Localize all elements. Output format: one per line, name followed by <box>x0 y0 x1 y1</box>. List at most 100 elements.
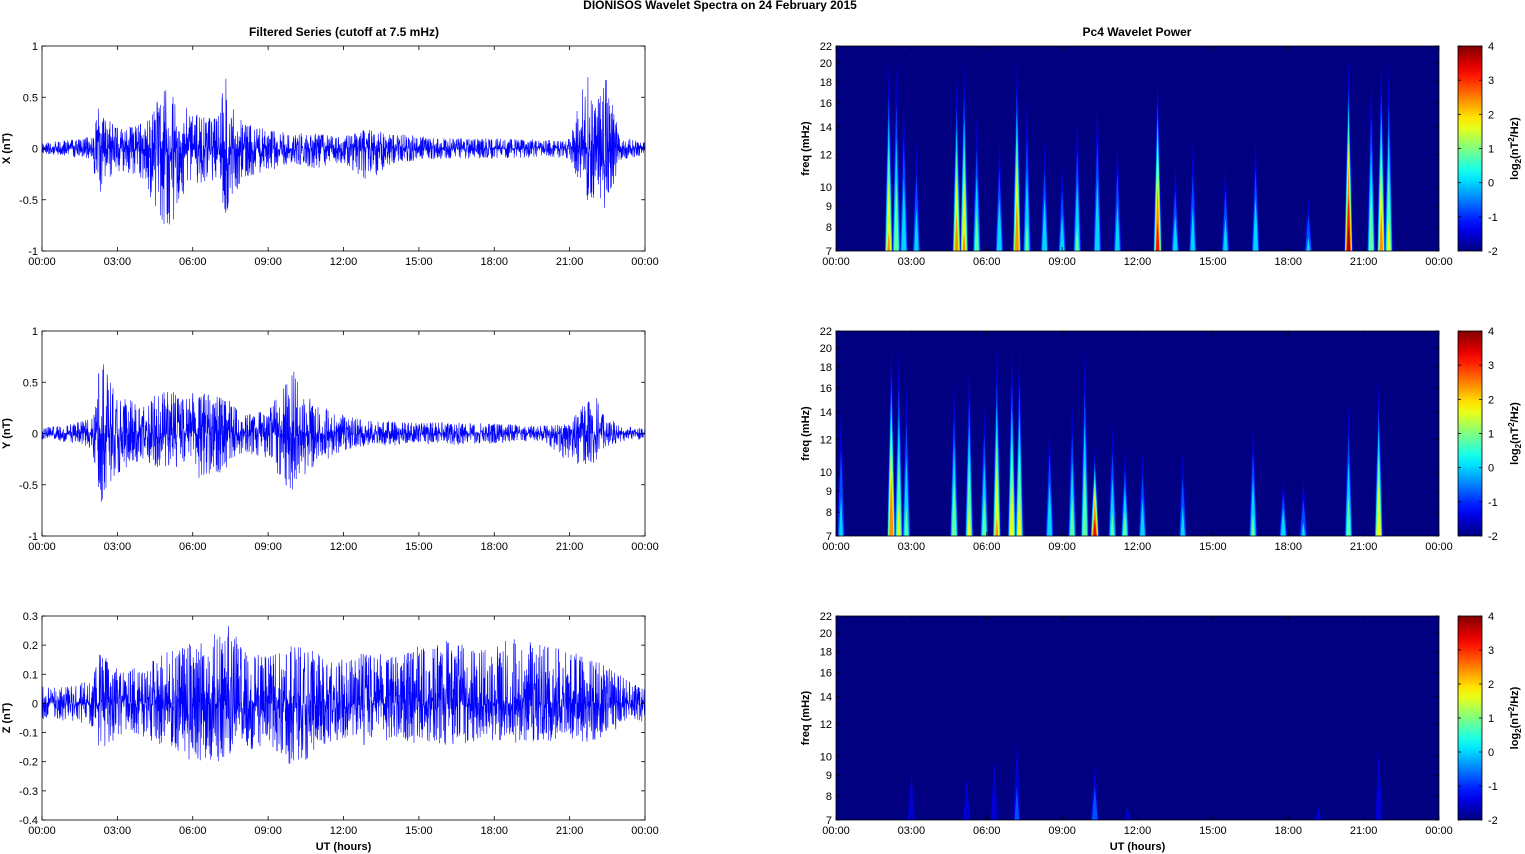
power-streak <box>1013 744 1021 820</box>
xtick-label: 12:00 <box>1124 541 1152 553</box>
colorbar-label-part: (nT <box>1509 142 1521 159</box>
ytick-label: 12 <box>820 719 832 731</box>
xtick-label: 06:00 <box>973 256 1001 268</box>
ytick-label: 0 <box>32 429 38 441</box>
power-streak <box>887 343 896 536</box>
xtick-label: 00:00 <box>631 825 659 837</box>
colorbar-tick-label: 0 <box>1488 178 1494 190</box>
colorbar-label: log2(nT2/Hz) <box>1507 686 1523 749</box>
power-streak <box>1279 479 1288 536</box>
ytick-label: 20 <box>820 343 832 355</box>
power-streak <box>892 64 901 251</box>
xtick-label: 00:00 <box>28 825 56 837</box>
ylabel: freq (mHz) <box>800 406 812 461</box>
ytick-label: 0 <box>32 144 38 156</box>
colorbar-3: log2(nT2/Hz) <box>1457 615 1523 821</box>
power-streak <box>995 140 1004 251</box>
xtick-label: 18:00 <box>1274 825 1302 837</box>
power-streak <box>1012 58 1022 251</box>
ytick-label: -0.2 <box>19 757 38 769</box>
timeseries-panel-2 <box>41 330 646 537</box>
xtick-label: 18:00 <box>1274 256 1302 268</box>
power-streak <box>1113 141 1122 251</box>
colorbar-label-part: 2 <box>1514 158 1523 163</box>
power-streak <box>963 778 970 820</box>
ytick-label: -0.4 <box>19 815 38 827</box>
xtick-label: 03:00 <box>104 541 132 553</box>
xtick-label: 00:00 <box>631 256 659 268</box>
power-streak <box>1073 118 1082 251</box>
ytick-label: 18 <box>820 362 832 374</box>
xlabel: UT (hours) <box>1110 841 1166 853</box>
colorbar-tick-label: 3 <box>1488 360 1494 372</box>
ylabel: freq (mHz) <box>800 121 812 176</box>
colorbar-label-part: log <box>1509 733 1521 750</box>
ytick-label: 8 <box>826 791 832 803</box>
colorbar-tick-label: 1 <box>1488 144 1494 156</box>
colorbar-label-part: (nT <box>1509 427 1521 444</box>
ylabel: freq (mHz) <box>800 690 812 745</box>
colorbar-tick-label: -1 <box>1488 497 1498 509</box>
xtick-label: 09:00 <box>1048 541 1076 553</box>
power-streak <box>1090 444 1099 536</box>
power-streak <box>1375 750 1383 820</box>
xtick-label: 09:00 <box>254 256 282 268</box>
xlabel: UT (hours) <box>316 841 372 853</box>
xtick-label: 12:00 <box>1124 825 1152 837</box>
power-streak <box>965 363 974 536</box>
xtick-label: 21:00 <box>1350 541 1378 553</box>
colorbar-tick-label: 4 <box>1488 326 1494 338</box>
ytick-label: 14 <box>820 692 832 704</box>
colorbar-tick-label: -1 <box>1488 212 1498 224</box>
ytick-label: 22 <box>820 41 832 53</box>
ytick-label: 9 <box>826 201 832 213</box>
power-streak <box>1377 59 1386 251</box>
power-streak <box>952 75 961 251</box>
xtick-label: 00:00 <box>28 256 56 268</box>
ytick-label: 7 <box>826 531 832 543</box>
power-streak <box>1384 62 1393 251</box>
colorbar-2: log2(nT2/Hz) <box>1457 330 1523 537</box>
colorbar-label-part: 2 <box>1507 137 1516 142</box>
ytick-label: 16 <box>820 668 832 680</box>
ytick-label: 0 <box>32 698 38 710</box>
colorbar-label-part: 2 <box>1514 728 1523 733</box>
figure-title: DIONISOS Wavelet Spectra on 24 February … <box>583 0 857 12</box>
xtick-label: 15:00 <box>405 825 433 837</box>
xtick-label: 03:00 <box>898 825 926 837</box>
xtick-label: 15:00 <box>1199 541 1227 553</box>
power-streak <box>837 408 845 536</box>
ytick-label: -0.5 <box>19 195 38 207</box>
power-streak <box>992 345 1001 536</box>
wavelet-panel-3 <box>835 615 1440 821</box>
xtick-label: 09:00 <box>254 825 282 837</box>
ytick-label: 0.5 <box>23 92 38 104</box>
colorbar-label: log2(nT2/Hz) <box>1507 117 1523 180</box>
xtick-label: 09:00 <box>1048 256 1076 268</box>
ytick-label: 10 <box>820 467 832 479</box>
power-streak <box>1315 806 1322 820</box>
ytick-label: 16 <box>820 383 832 395</box>
power-streak <box>990 761 998 820</box>
ytick-label: 18 <box>820 647 832 659</box>
colorbar-label-part: /Hz) <box>1509 402 1521 423</box>
timeseries-panel-1 <box>41 45 646 252</box>
xtick-label: 00:00 <box>631 541 659 553</box>
xtick-label: 00:00 <box>822 541 850 553</box>
colorbar-label-part: 2 <box>1514 443 1523 448</box>
xtick-label: 03:00 <box>898 256 926 268</box>
power-streak <box>950 381 959 536</box>
ytick-label: -0.3 <box>19 786 38 798</box>
ytick-label: 7 <box>826 246 832 258</box>
colorbar-tick-label: -1 <box>1488 781 1498 793</box>
power-streak <box>1299 481 1308 536</box>
colorbar-label-part: 2 <box>1507 706 1516 711</box>
wavelet-panel-2 <box>835 330 1440 537</box>
xtick-label: 18:00 <box>480 825 508 837</box>
left-column-title: Filtered Series (cutoff at 7.5 mHz) <box>249 25 439 39</box>
power-streak <box>1304 196 1313 251</box>
ytick-label: 14 <box>820 407 832 419</box>
xtick-label: 12:00 <box>330 541 358 553</box>
power-streak <box>1221 166 1230 251</box>
power-streak <box>1040 140 1049 251</box>
